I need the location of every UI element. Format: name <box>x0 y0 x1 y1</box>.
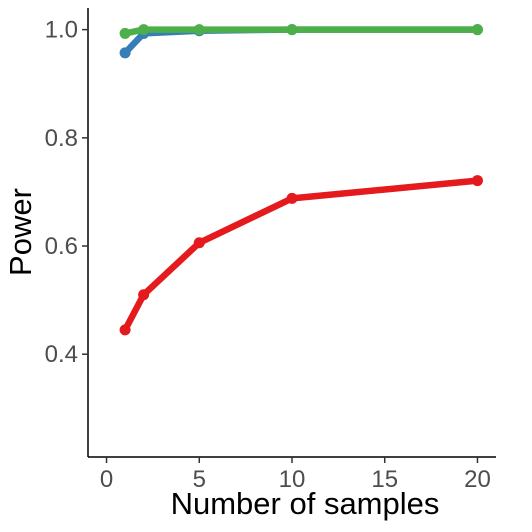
x-axis-title: Number of samples <box>171 486 440 521</box>
x-tick-label: 20 <box>464 466 491 493</box>
data-point <box>119 324 131 336</box>
series-layer <box>119 24 483 336</box>
series-3 <box>119 24 483 39</box>
data-point <box>471 24 483 36</box>
x-ticks: 0 5 10 15 20 <box>100 457 491 493</box>
data-point <box>138 289 150 301</box>
y-axis-title: Power <box>3 188 38 276</box>
x-tick-label: 15 <box>371 466 398 493</box>
series-line <box>121 177 481 334</box>
data-point <box>193 24 205 36</box>
series-line <box>121 26 481 57</box>
data-point <box>286 192 298 204</box>
x-tick-label: 5 <box>193 466 206 493</box>
x-tick-label: 0 <box>100 466 113 493</box>
series-line <box>121 26 481 37</box>
y-tick-label: 1.0 <box>45 17 78 44</box>
data-point <box>119 27 131 39</box>
y-tick-label: 0.8 <box>45 125 78 152</box>
y-tick-label: 0.4 <box>45 341 78 368</box>
data-point <box>138 24 150 36</box>
y-tick-label: 0.6 <box>45 233 78 260</box>
series-2 <box>119 175 483 336</box>
data-point <box>471 175 483 187</box>
axes <box>87 8 496 458</box>
data-point <box>119 47 131 59</box>
x-tick-label: 10 <box>279 466 306 493</box>
y-ticks: 0.4 0.6 0.8 1.0 <box>45 17 88 368</box>
data-point <box>193 237 205 249</box>
data-point <box>286 24 298 36</box>
